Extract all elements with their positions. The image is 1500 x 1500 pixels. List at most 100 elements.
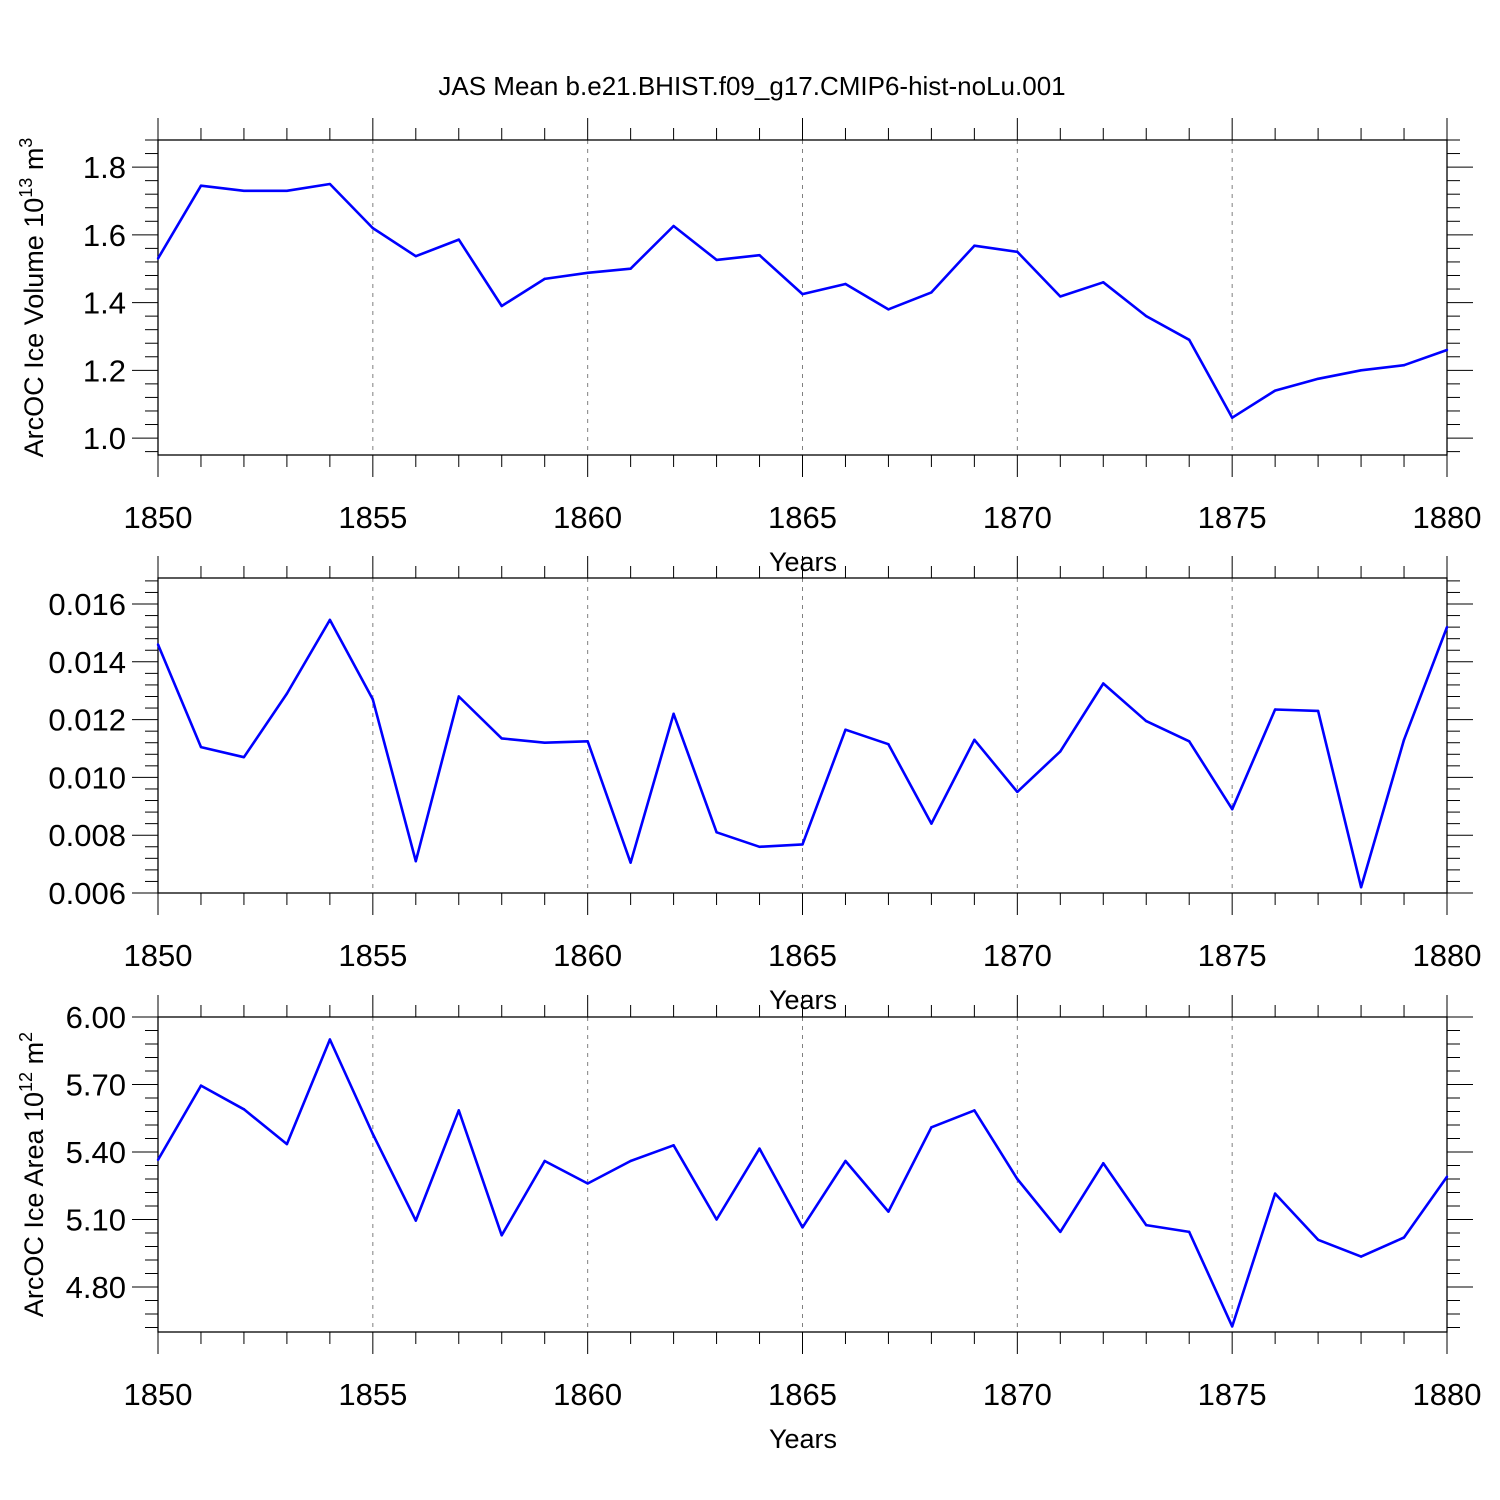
x-tick-label: 1875 [1198, 500, 1267, 535]
data-point [457, 1109, 460, 1112]
data-point [715, 258, 718, 262]
x-tick-label: 1855 [338, 1377, 407, 1412]
y-tick-label: 0.010 [48, 760, 126, 795]
y-tick-label: 5.10 [66, 1203, 126, 1238]
data-point [715, 831, 718, 834]
data-point [328, 182, 332, 186]
y-tick-label: 0.014 [48, 645, 126, 680]
data-point [629, 861, 632, 864]
data-point [844, 1159, 847, 1163]
y-tick-label: 1.0 [83, 421, 126, 456]
data-point [586, 1182, 589, 1185]
data-point [199, 184, 203, 187]
y-tick-label: 1.8 [83, 150, 126, 185]
data-point [285, 189, 289, 193]
data-point [500, 737, 503, 740]
data-point [1102, 1162, 1105, 1165]
data-point [156, 1158, 160, 1162]
y-tick-label: 4.80 [66, 1270, 126, 1305]
chart-panel-3: 1850 1855 1860 1865 1870 1875 1880 Years 4.80 5.1… [16, 995, 1481, 1454]
x-tick-label: 1875 [1198, 938, 1267, 973]
data-point [973, 244, 976, 247]
data-point [199, 745, 203, 749]
y-tick-label: 1.2 [83, 353, 126, 388]
data-point [1059, 295, 1062, 298]
x-tick-label: 1865 [768, 500, 837, 535]
y-tick-label: 0.012 [48, 703, 126, 738]
data-point [887, 1210, 890, 1213]
x-tick-label: 1850 [124, 500, 193, 535]
y-tick-label: 0.016 [48, 587, 126, 622]
data-point [1059, 1230, 1062, 1234]
y-tick-label: 1.4 [83, 286, 126, 321]
y-tick-label: 6.00 [66, 1000, 126, 1035]
data-point [1145, 719, 1148, 723]
x-tick-label: 1870 [983, 1377, 1052, 1412]
data-point [457, 238, 460, 241]
data-point [1016, 250, 1019, 253]
data-point [1016, 1177, 1019, 1181]
data-point [1359, 886, 1363, 889]
data-point [543, 277, 546, 281]
chart-panel-1: 1850 1855 1860 1865 1870 1875 1880Years1.01.21… [16, 118, 1481, 577]
data-point [801, 1226, 804, 1229]
data-point [156, 643, 160, 646]
x-tick-label: 1880 [1413, 500, 1482, 535]
x-tick-label: 1880 [1413, 1377, 1482, 1412]
data-point [844, 282, 847, 286]
x-tick-label: 1870 [983, 938, 1052, 973]
data-point [457, 695, 460, 698]
x-tick-label: 1870 [983, 500, 1052, 535]
data-point [285, 692, 289, 695]
data-point [801, 292, 804, 296]
data-point [672, 712, 675, 716]
data-point [242, 189, 246, 193]
data-point [1230, 416, 1234, 419]
data-point [629, 1159, 632, 1163]
y-tick-label: 0.008 [48, 818, 126, 853]
data-point [285, 1142, 289, 1146]
data-point [371, 1132, 375, 1136]
x-tick-label: 1875 [1198, 1377, 1267, 1412]
data-point [1188, 1230, 1191, 1234]
x-tick-label: 1855 [338, 500, 407, 535]
data-point [1188, 740, 1191, 743]
chart-panel-2: 1850 1855 1860 1865 1870 1875 1880Years0.0060.… [48, 556, 1481, 1015]
data-point [887, 742, 890, 746]
data-point [1359, 369, 1363, 372]
data-point [672, 224, 675, 228]
data-point [1102, 682, 1105, 685]
data-point [629, 267, 632, 270]
data-point [242, 1108, 246, 1111]
data-point [1102, 281, 1105, 284]
data-point [1230, 807, 1234, 811]
y-axis-label: ArcOC Ice Area 1012 m2 [16, 1032, 49, 1317]
series-line [156, 182, 1448, 420]
chart-title: JAS Mean b.e21.BHIST.f09_g17.CMIP6-hist-… [438, 71, 1065, 101]
x-axis-label: Years [769, 1424, 837, 1454]
data-point [1445, 1175, 1449, 1178]
data-point [414, 860, 417, 863]
data-point [1445, 348, 1449, 352]
data-point [543, 741, 546, 744]
data-point [328, 1038, 332, 1041]
y-tick-label: 5.70 [66, 1068, 126, 1103]
data-point [414, 1219, 417, 1222]
data-point [758, 253, 761, 257]
y-tick-label: 1.6 [83, 218, 126, 253]
data-point [758, 845, 761, 848]
data-point [973, 1109, 976, 1112]
data-point [586, 271, 589, 274]
data-point [543, 1159, 546, 1163]
data-point [328, 618, 332, 622]
data-point [1316, 1238, 1320, 1241]
data-point [199, 1084, 203, 1087]
data-point [930, 822, 933, 825]
x-tick-label: 1855 [338, 938, 407, 973]
data-point [414, 254, 417, 258]
data-point [1188, 338, 1191, 342]
data-point [242, 755, 246, 759]
data-point [672, 1144, 675, 1147]
data-point [930, 1126, 933, 1129]
